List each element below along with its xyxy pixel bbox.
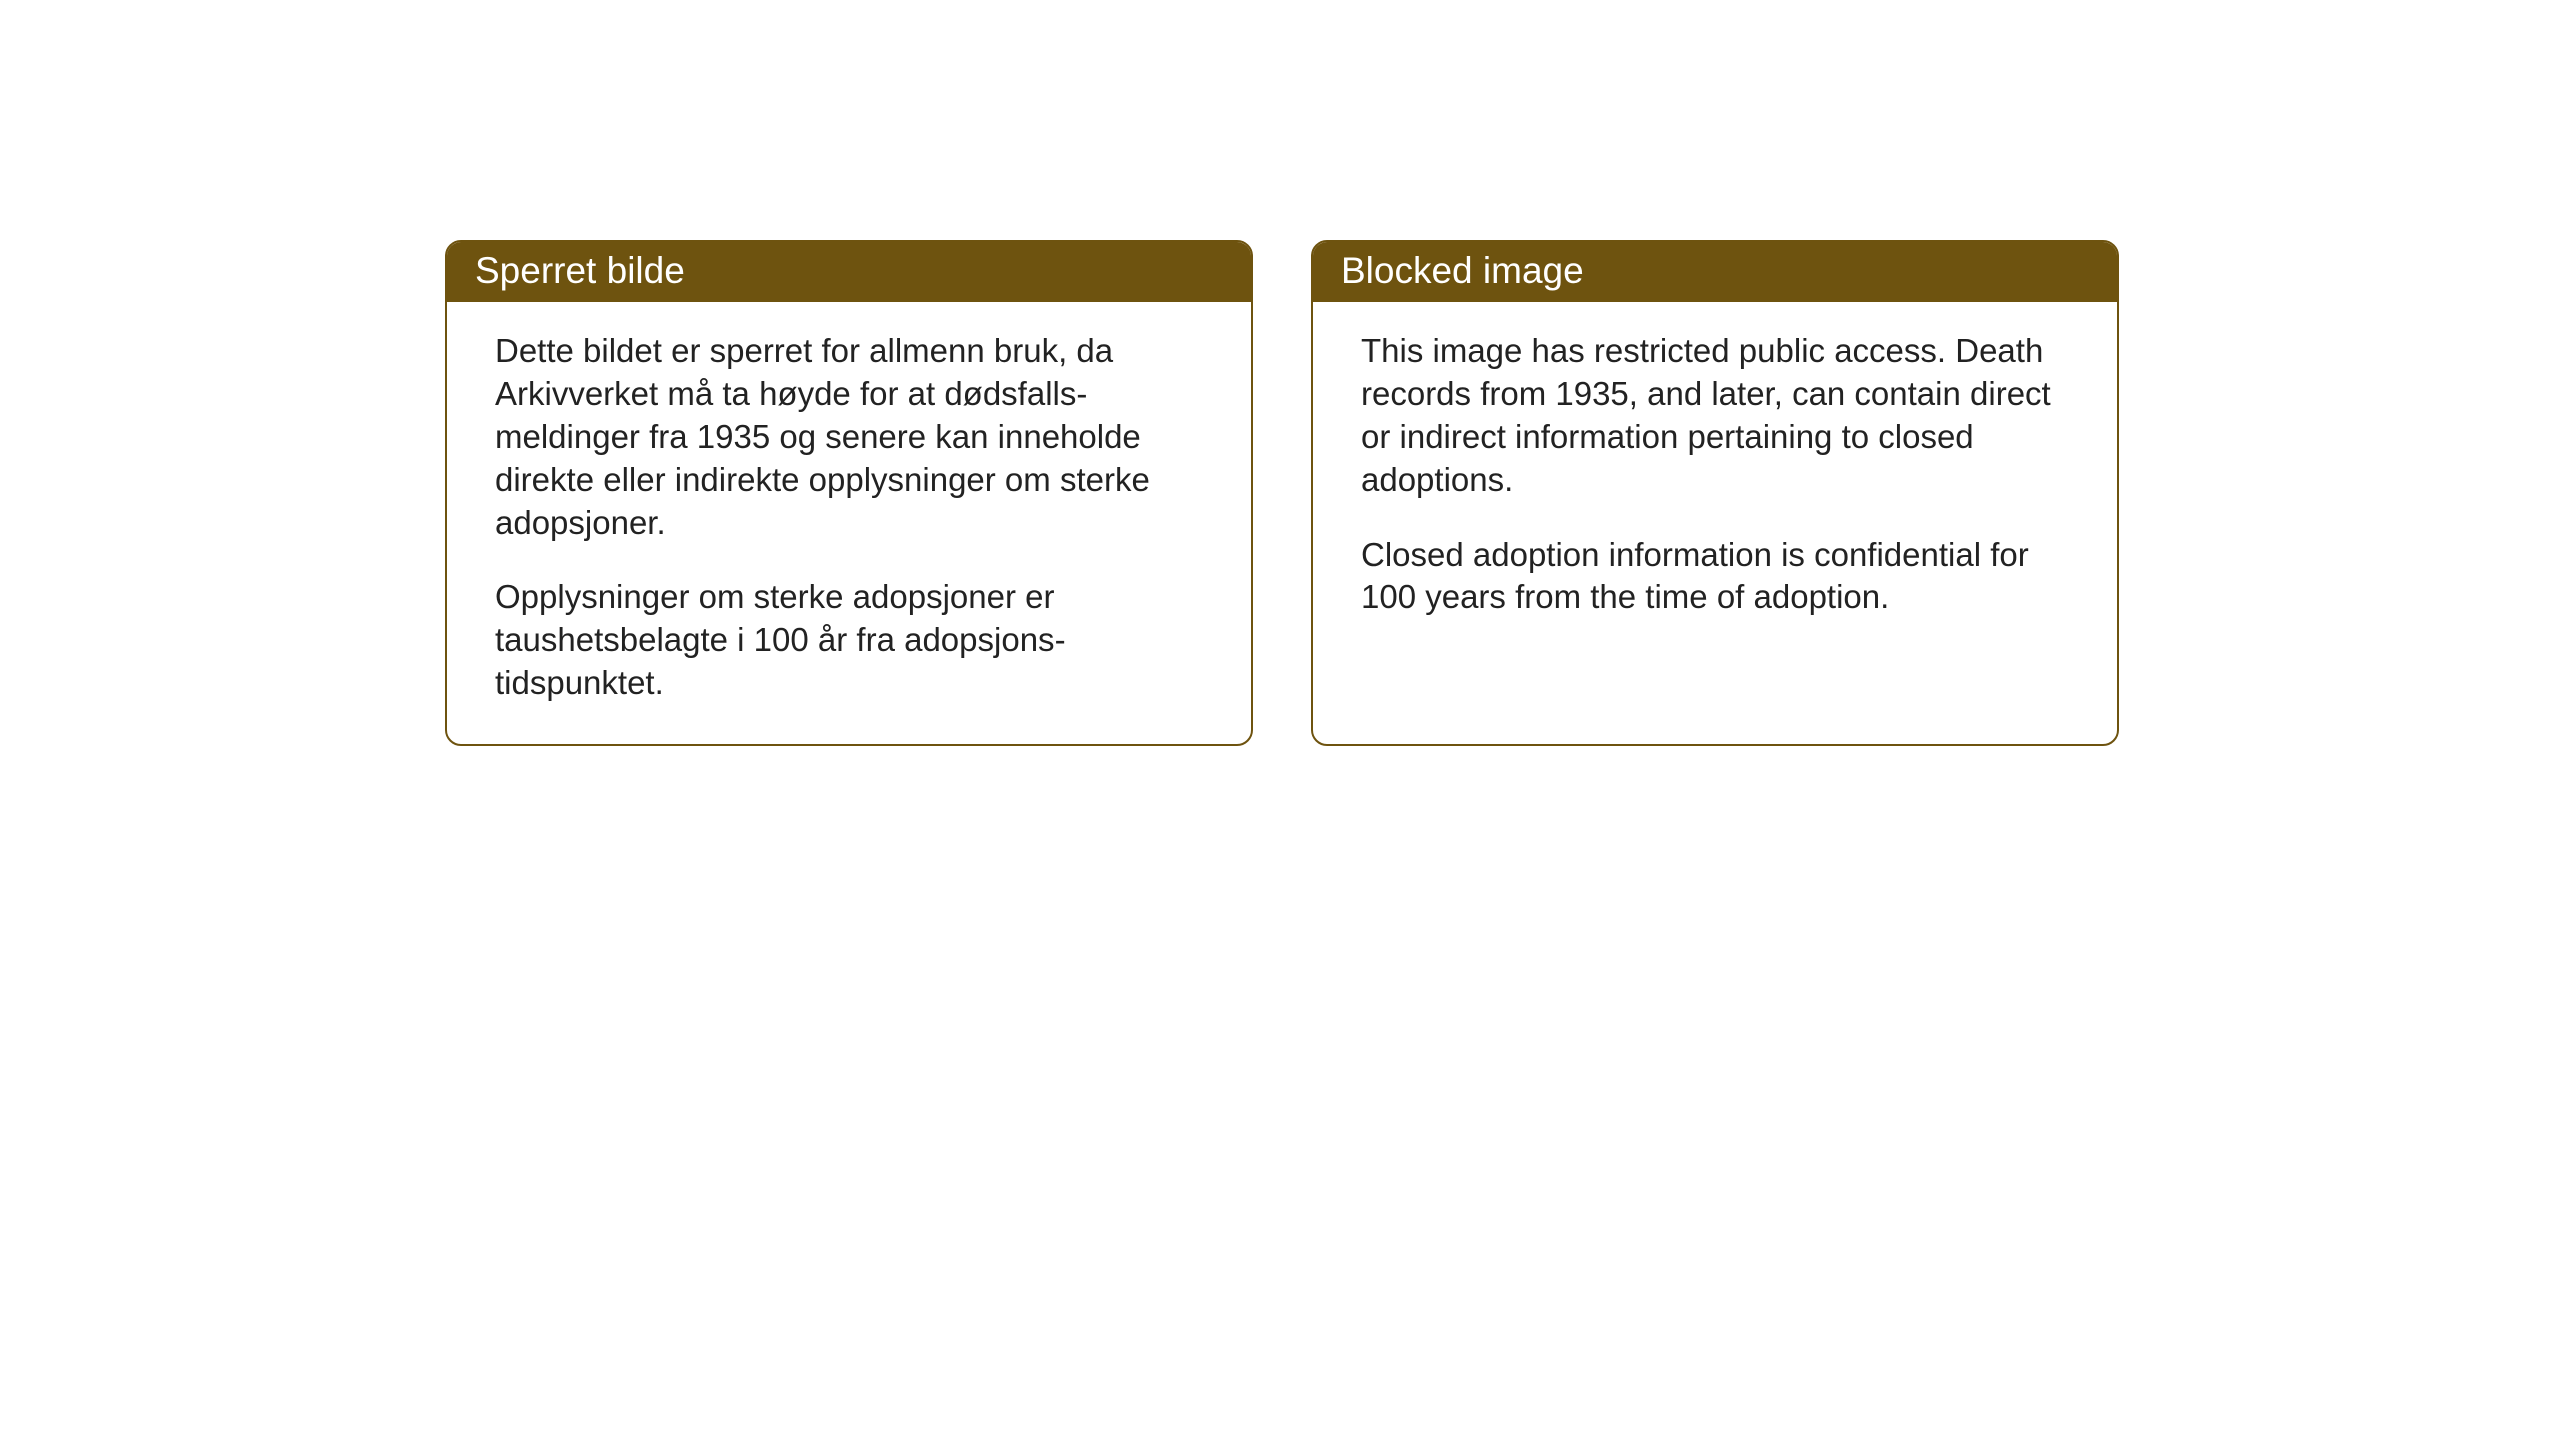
notice-cards-container: Sperret bilde Dette bildet er sperret fo…: [445, 240, 2119, 746]
english-paragraph-2: Closed adoption information is confident…: [1361, 534, 2069, 620]
norwegian-card-body: Dette bildet er sperret for allmenn bruk…: [447, 302, 1251, 744]
norwegian-paragraph-1: Dette bildet er sperret for allmenn bruk…: [495, 330, 1203, 544]
norwegian-notice-card: Sperret bilde Dette bildet er sperret fo…: [445, 240, 1253, 746]
english-card-title: Blocked image: [1313, 242, 2117, 302]
norwegian-card-title: Sperret bilde: [447, 242, 1251, 302]
english-paragraph-1: This image has restricted public access.…: [1361, 330, 2069, 502]
english-card-body: This image has restricted public access.…: [1313, 302, 2117, 744]
norwegian-paragraph-2: Opplysninger om sterke adopsjoner er tau…: [495, 576, 1203, 705]
english-notice-card: Blocked image This image has restricted …: [1311, 240, 2119, 746]
